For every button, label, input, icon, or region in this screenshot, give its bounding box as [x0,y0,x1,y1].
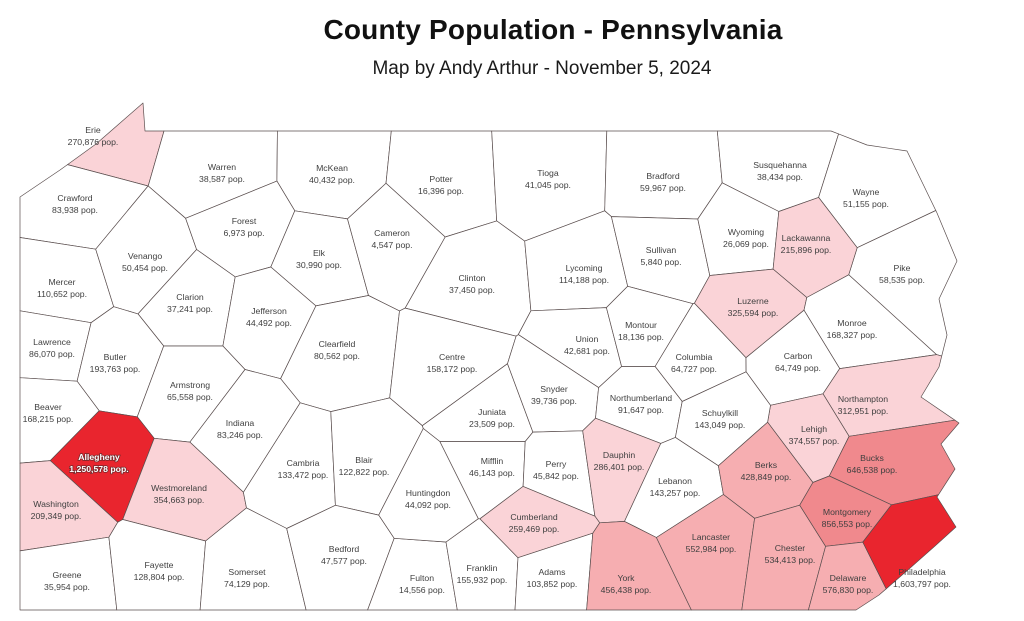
county-label-warren: Warren 38,587 pop. [199,162,245,184]
page-title: County Population - Pennsylvania [323,14,783,45]
county-label-tioga: Tioga 41,045 pop. [525,168,571,190]
county-label-carbon: Carbon 64,749 pop. [775,351,821,373]
county-label-montour: Montour 18,136 pop. [618,320,664,342]
county-label-montgomery: Montgomery 856,553 pop. [822,507,873,529]
county-label-fulton: Fulton 14,556 pop. [399,573,445,595]
county-label-jefferson: Jefferson 44,492 pop. [246,306,292,328]
county-label-perry: Perry 45,842 pop. [533,459,579,481]
county-label-lebanon: Lebanon 143,257 pop. [650,476,701,498]
county-label-columbia: Columbia 64,727 pop. [671,352,717,374]
county-shape-huntingdon [378,428,479,543]
county-label-forest: Forest 6,973 pop. [223,216,264,238]
county-label-cumberland: Cumberland 259,469 pop. [509,512,560,534]
county-label-wyoming: Wyoming 26,069 pop. [723,227,769,249]
county-label-lycoming: Lycoming 114,188 pop. [559,263,609,285]
county-label-allegheny: Allegheny 1,250,578 pop. [69,452,128,474]
county-label-elk: Elk 30,990 pop. [296,248,342,270]
county-label-bradford: Bradford 59,967 pop. [640,171,686,193]
county-label-delaware: Delaware 576,830 pop. [823,573,874,595]
county-label-snyder: Snyder 39,736 pop. [531,384,577,406]
county-label-blair: Blair 122,822 pop. [339,455,390,477]
county-label-bedford: Bedford 47,577 pop. [321,544,367,566]
county-label-luzerne: Luzerne 325,594 pop. [728,296,779,318]
county-label-clearfield: Clearfield 80,562 pop. [314,339,360,361]
county-label-mckean: McKean 40,432 pop. [309,163,355,185]
county-label-wayne: Wayne 51,155 pop. [843,187,889,209]
page-subtitle: Map by Andy Arthur - November 5, 2024 [372,58,712,79]
county-label-susquehanna: Susquehanna 38,434 pop. [753,160,807,182]
county-label-cameron: Cameron 4,547 pop. [371,228,412,250]
county-label-franklin: Franklin 155,932 pop. [457,563,508,585]
county-label-berks: Berks 428,849 pop. [741,460,792,482]
county-shape-lancaster [656,494,755,611]
county-shape-somerset [199,507,307,611]
county-label-clarion: Clarion 37,241 pop. [167,292,213,314]
county-label-dauphin: Dauphin 286,401 pop. [594,450,645,472]
county-label-potter: Potter 16,396 pop. [418,174,464,196]
county-label-bucks: Bucks 646,538 pop. [847,453,898,475]
county-label-schuylkill: Schuylkill 143,049 pop. [695,408,746,430]
county-label-juniata: Juniata 23,509 pop. [469,407,515,429]
county-label-northumberland: Northumberland 91,647 pop. [610,393,672,415]
county-label-centre: Centre 158,172 pop. [427,352,478,374]
county-label-sullivan: Sullivan 5,840 pop. [640,245,681,267]
county-label-indiana: Indiana 83,246 pop. [217,418,263,440]
county-label-armstrong: Armstrong 65,558 pop. [167,380,213,402]
county-label-crawford: Crawford 83,938 pop. [52,193,98,215]
county-label-lackawanna: Lackawanna 215,896 pop. [781,233,832,255]
county-label-chester: Chester 534,413 pop. [765,543,816,565]
county-label-butler: Butler 193,763 pop. [90,352,141,374]
county-label-union: Union 42,681 pop. [564,334,610,356]
county-label-mifflin: Mifflin 46,143 pop. [469,456,515,478]
county-label-westmoreland: Westmoreland 354,663 pop. [151,483,207,505]
county-label-cambria: Cambria 133,472 pop. [278,458,329,480]
county-label-lancaster: Lancaster 552,984 pop. [686,532,737,554]
county-label-mercer: Mercer 110,652 pop. [37,277,87,299]
county-label-philadelphia: Philadelphia 1,603,797 pop. [893,567,951,589]
county-label-washington: Washington 209,349 pop. [31,499,82,521]
county-label-monroe: Monroe 168,327 pop. [827,318,878,340]
county-label-lehigh: Lehigh 374,557 pop. [789,424,840,446]
county-label-greene: Greene 35,954 pop. [44,570,90,592]
county-label-fayette: Fayette 128,804 pop. [134,560,185,582]
county-label-clinton: Clinton 37,450 pop. [449,273,495,295]
county-label-adams: Adams 103,852 pop. [527,567,578,589]
county-label-pike: Pike 58,535 pop. [879,263,925,285]
county-label-erie: Erie 270,876 pop. [68,125,119,147]
county-label-york: York 456,438 pop. [601,573,652,595]
county-label-beaver: Beaver 168,215 pop. [23,402,74,424]
county-label-venango: Venango 50,454 pop. [122,251,168,273]
county-label-northampton: Northampton 312,951 pop. [838,394,889,416]
county-label-lawrence: Lawrence 86,070 pop. [29,337,75,359]
county-shape-philadelphia [862,494,957,590]
county-label-huntingdon: Huntingdon 44,092 pop. [405,488,451,510]
county-label-somerset: Somerset 74,129 pop. [224,567,270,589]
